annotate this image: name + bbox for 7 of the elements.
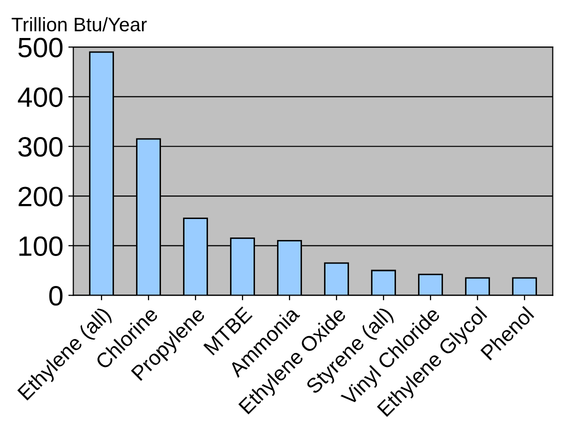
y-tick-label: 400 (18, 87, 63, 108)
y-axis-title: Trillion Btu/Year (12, 17, 147, 32)
y-tick-label: 300 (18, 137, 63, 157)
y-tick-label: 100 (19, 236, 63, 256)
y-tick-label: 0 (49, 286, 63, 306)
y-tick-label: 500 (18, 38, 63, 58)
y-tick-label: 200 (18, 186, 63, 206)
